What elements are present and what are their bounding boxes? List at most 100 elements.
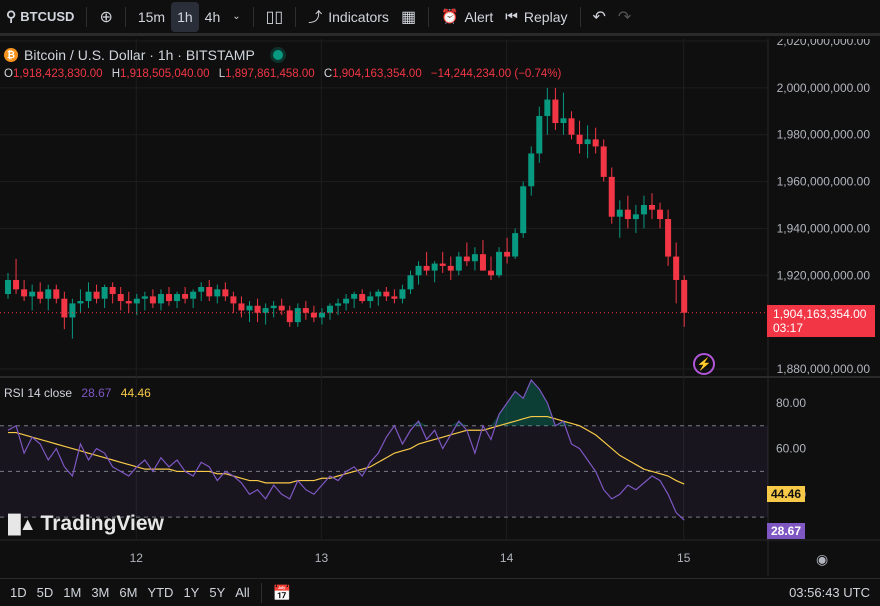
interval-15m[interactable]: 15m [137,8,166,25]
symbol-label: BTCUSD [20,9,75,24]
interval-4h[interactable]: 4h [204,8,221,25]
candle-style-icon[interactable]: ▯▯ [265,8,284,26]
symbol-search-button[interactable]: ⚲ BTCUSD [0,2,80,32]
candle-body [584,139,591,145]
series-title: Bitcoin / U.S. Dollar · 1h · BITSTAMP [24,47,255,63]
candle-body [399,289,406,299]
alert-button[interactable]: ⏰ Alert [435,2,499,32]
range-5y[interactable]: 5Y [209,585,226,600]
range-1y[interactable]: 1Y [183,585,200,600]
divider [252,6,254,27]
candle-body [310,312,317,318]
candle-body [13,279,20,290]
candle-body [45,289,52,299]
candle-body [166,294,172,302]
candle-body [222,289,229,297]
candle-body [463,256,470,262]
candle-body [447,265,454,271]
candle-body [568,118,575,135]
candle-body [77,301,84,304]
candle-body [649,205,655,210]
candle-body [246,305,253,311]
candle-body [230,296,237,304]
candle-body [608,176,615,217]
compare-add-icon[interactable]: ⊕ [99,8,113,26]
candle-body [488,270,494,276]
divider [124,6,126,27]
bitcoin-logo-icon: ₿ [4,48,18,62]
candle-body [53,289,60,299]
candle-body [431,263,438,271]
candle-body [294,308,301,323]
undo-icon[interactable]: ↶ [592,8,606,26]
range-6m[interactable]: 6M [119,585,138,600]
candle-body [375,291,382,297]
candle-body [270,305,277,309]
layout-grid-icon[interactable]: ▦ [400,8,417,26]
redo-icon[interactable]: ↷ [617,8,632,26]
price-axis-label: 1,920,000,000.00 [777,268,871,282]
time-axis-label: 14 [500,551,514,565]
chart-area[interactable]: 2,020,000,000.00 2,000,000,000.00 1,980,00… [0,39,880,576]
tradingview-watermark: █▲ TradingView [8,512,164,536]
search-icon: ⚲ [6,8,17,24]
range-1d[interactable]: 1D [10,585,27,600]
time-axis-settings-icon[interactable]: ◉ [816,551,829,567]
watermark-text: TradingView [40,512,164,535]
candle-body [455,256,462,271]
rsi-ma-tag: 44.46 [767,486,806,502]
candle-body [157,294,164,304]
price-axis-label: 1,940,000,000.00 [777,221,871,235]
candle-body [214,289,221,297]
range-5d[interactable]: 5D [36,585,54,600]
candle-body [69,303,76,318]
price-axis-label: 1,960,000,000.00 [777,175,871,189]
divider [86,6,88,27]
rsi-axis-label: 60.00 [776,442,806,456]
lightning-icon[interactable]: ⚡ [693,353,715,375]
range-all[interactable]: All [235,585,250,600]
candle-body [439,263,446,266]
rsi-legend: RSI 14 close 28.67 44.46 [4,386,151,400]
close-value: 1,904,163,354.00 [332,68,422,80]
price-axis-label: 2,000,000,000.00 [777,81,871,95]
candle-body [85,291,92,302]
range-3m[interactable]: 3M [91,585,110,600]
indicators-icon: ⤴ [308,8,323,25]
go-to-date-calendar-icon[interactable]: 📅 [272,584,292,602]
candle-body [681,279,688,313]
market-open-status-icon [272,50,283,60]
candle-body [182,294,189,299]
time-axis-label: 15 [677,551,691,565]
candle-body [640,205,647,215]
interval-1h[interactable]: 1h [171,1,199,32]
clock[interactable]: 03:56:43 UTC [789,585,870,600]
candle-body [616,209,623,217]
candle-body [93,291,100,299]
candle-body [61,298,68,318]
candle-body [600,146,607,177]
replay-button[interactable]: ⏮ Replay [499,2,573,32]
bar-countdown: 03:17 [773,321,804,335]
candle-body [632,214,639,220]
low-value: 1,897,861,458.00 [225,68,315,80]
candle-body [133,298,140,304]
candle-body [254,305,261,313]
time-axis-label: 12 [130,551,144,565]
candle-body [190,291,197,299]
candle-body [327,305,333,313]
candle-body [520,186,527,234]
indicators-button[interactable]: ⤴ Indicators [302,2,395,32]
interval-dropdown-chevron-icon[interactable]: ⌄ [232,11,241,22]
divider [260,582,262,603]
candle-body [5,279,11,295]
candle-body [665,219,672,257]
candle-body [407,275,414,290]
candle-body [302,308,309,313]
candle-body [109,287,116,295]
range-ytd[interactable]: YTD [147,585,174,600]
range-1m[interactable]: 1M [63,585,82,600]
ohlc-values: O1,918,423,830.00 H1,918,505,040.00 L1,8… [4,68,567,80]
candle-body [29,291,36,297]
candle-body [423,265,430,271]
